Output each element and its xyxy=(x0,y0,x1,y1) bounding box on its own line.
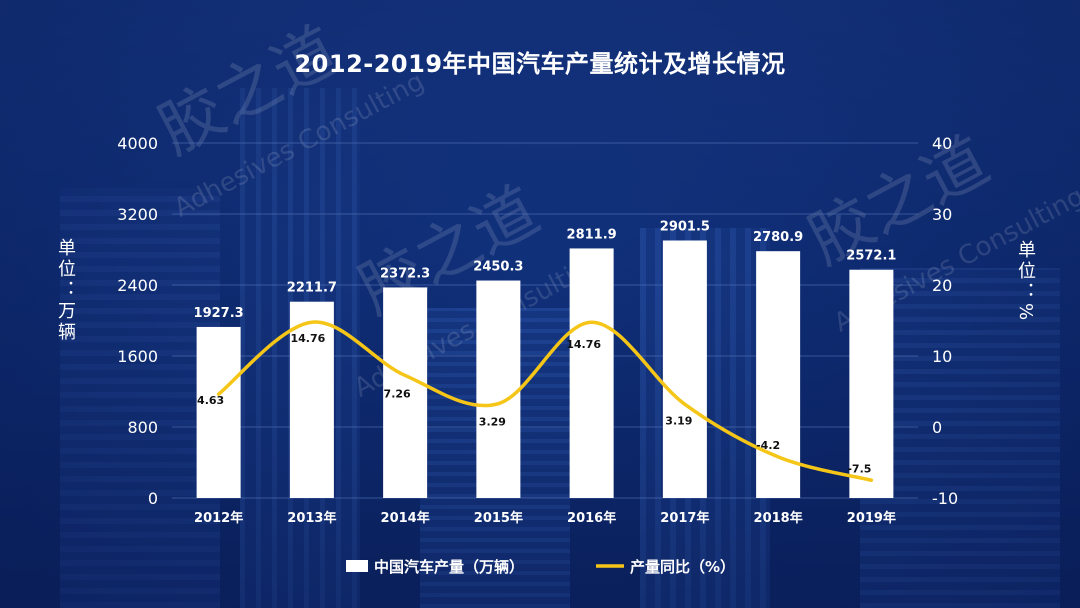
bar-data-label: 2450.3 xyxy=(473,260,523,275)
line-data-label: 4.63 xyxy=(197,394,224,407)
bar-data-label: 2211.7 xyxy=(287,281,337,296)
bar xyxy=(476,280,521,498)
bar xyxy=(849,269,894,498)
legend-swatch-bar xyxy=(346,560,368,572)
y-left-tick-label: 2400 xyxy=(117,276,158,295)
y-axis-left-label: 单位：万辆 xyxy=(55,238,76,343)
bar-data-label: 2572.1 xyxy=(846,249,896,264)
bar xyxy=(289,301,334,498)
line-data-label: -4.2 xyxy=(756,439,780,452)
x-tick-label: 2012年 xyxy=(194,510,243,526)
x-tick-label: 2017年 xyxy=(660,510,709,526)
y-right-tick-label: 30 xyxy=(932,205,952,224)
legend-label-bar: 中国汽车产量（万辆） xyxy=(374,558,524,576)
bar-data-label: 2780.9 xyxy=(753,230,803,245)
line-data-label: 3.19 xyxy=(665,414,692,427)
bar xyxy=(383,287,428,498)
line-data-label: 14.76 xyxy=(290,332,325,345)
x-tick-label: 2014年 xyxy=(381,510,430,526)
line-data-label: 7.26 xyxy=(384,387,411,400)
line-data-label: 14.76 xyxy=(566,338,601,351)
bar xyxy=(569,248,614,498)
x-tick-label: 2018年 xyxy=(754,510,803,526)
y-left-tick-label: 4000 xyxy=(117,134,158,153)
line-data-label: -7.5 xyxy=(847,462,871,475)
y-left-tick-label: 800 xyxy=(127,418,158,437)
bar-data-label: 2811.9 xyxy=(567,227,617,242)
x-tick-label: 2015年 xyxy=(474,510,523,526)
bar xyxy=(662,240,707,498)
y-right-tick-label: 20 xyxy=(932,276,952,295)
y-axis-right-label: 单位：% xyxy=(1015,240,1036,324)
y-right-tick-label: -10 xyxy=(932,489,958,508)
y-right-tick-label: 0 xyxy=(932,418,942,437)
y-right-tick-label: 40 xyxy=(932,134,952,153)
series-line-yoy xyxy=(216,320,874,482)
x-tick-label: 2016年 xyxy=(567,510,616,526)
x-tick-label: 2013年 xyxy=(287,510,336,526)
bar xyxy=(196,326,241,498)
chart-title: 2012-2019年中国汽车产量统计及增长情况 xyxy=(294,50,786,78)
x-tick-label: 2019年 xyxy=(847,510,896,526)
y-right-tick-label: 10 xyxy=(932,347,952,366)
y-left-tick-label: 1600 xyxy=(117,347,158,366)
bar-data-label: 2372.3 xyxy=(380,266,430,281)
bar-data-label: 1927.3 xyxy=(194,306,244,321)
bar-data-label: 2901.5 xyxy=(660,219,710,234)
y-left-tick-label: 3200 xyxy=(117,205,158,224)
y-left-tick-label: 0 xyxy=(148,489,158,508)
legend-label-line: 产量同比（%） xyxy=(630,558,735,576)
line-data-label: 3.29 xyxy=(479,416,506,429)
